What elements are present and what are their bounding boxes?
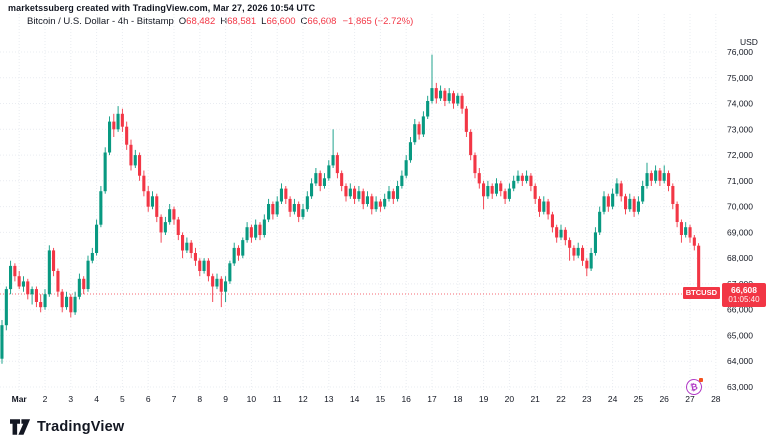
svg-text:25: 25 bbox=[634, 394, 644, 404]
bitcoin-icon: ₿ bbox=[684, 377, 704, 397]
svg-text:6: 6 bbox=[146, 394, 151, 404]
ohlc-close-label: C bbox=[300, 16, 308, 27]
candles bbox=[0, 54, 701, 364]
svg-text:17: 17 bbox=[427, 394, 437, 404]
svg-text:70,000: 70,000 bbox=[727, 202, 753, 212]
svg-text:19: 19 bbox=[479, 394, 489, 404]
svg-text:3: 3 bbox=[68, 394, 73, 404]
svg-text:16: 16 bbox=[401, 394, 411, 404]
svg-text:76,000: 76,000 bbox=[727, 47, 753, 57]
ohlc-high-label: H bbox=[220, 16, 228, 27]
svg-text:66,000: 66,000 bbox=[727, 305, 753, 315]
svg-text:8: 8 bbox=[197, 394, 202, 404]
svg-text:65,000: 65,000 bbox=[727, 331, 753, 341]
svg-text:74,000: 74,000 bbox=[727, 99, 753, 109]
svg-text:7: 7 bbox=[172, 394, 177, 404]
svg-text:73,000: 73,000 bbox=[727, 124, 753, 134]
svg-text:75,000: 75,000 bbox=[727, 73, 753, 83]
svg-text:10: 10 bbox=[247, 394, 257, 404]
ohlc-low-label: L bbox=[261, 16, 267, 27]
svg-text:18: 18 bbox=[453, 394, 463, 404]
last-price-value: 66,608 bbox=[731, 285, 757, 295]
symbol-title: Bitcoin / U.S. Dollar - 4h - Bitstamp bbox=[27, 16, 174, 27]
tradingview-branding[interactable]: TradingView bbox=[10, 418, 124, 436]
svg-text:14: 14 bbox=[350, 394, 360, 404]
price-axis-currency-label: USD bbox=[740, 37, 758, 47]
ohlc-open-label: O bbox=[178, 16, 187, 27]
svg-text:69,000: 69,000 bbox=[727, 227, 753, 237]
change-value: −1,865 (−2.72%) bbox=[342, 16, 414, 27]
current-price-badge: BTCUSD 66,608 01:05:40 bbox=[682, 283, 766, 307]
svg-text:72,000: 72,000 bbox=[727, 150, 753, 160]
attribution-text: marketssuberg created with TradingView.c… bbox=[8, 3, 316, 13]
symbol-tag: BTCUSD bbox=[682, 287, 720, 299]
price-countdown-box: 66,608 01:05:40 bbox=[722, 283, 766, 307]
price-axis[interactable]: 76,000 75,000 74,000 73,000 72,000 71,000 70,0… bbox=[727, 47, 753, 392]
tradingview-wordmark: TradingView bbox=[37, 419, 125, 435]
svg-text:64,000: 64,000 bbox=[727, 356, 753, 366]
time-axis[interactable]: Mar 2 3 4 5 6 7 8 9 10 11 12 13 14 15 16 17 18 19 20 21 22 23 2… bbox=[12, 394, 721, 404]
svg-text:9: 9 bbox=[223, 394, 228, 404]
ohlc-low-value: 66,600 bbox=[266, 16, 296, 27]
symbol-legend[interactable]: Bitcoin / U.S. Dollar - 4h - Bitstamp O68… bbox=[27, 16, 413, 27]
svg-text:15: 15 bbox=[376, 394, 386, 404]
ohlc-open-value: 68,482 bbox=[186, 16, 216, 27]
svg-text:12: 12 bbox=[298, 394, 308, 404]
svg-text:63,000: 63,000 bbox=[727, 382, 753, 392]
ohlc-close-value: 66,608 bbox=[307, 16, 337, 27]
svg-text:20: 20 bbox=[505, 394, 515, 404]
svg-text:28: 28 bbox=[711, 394, 721, 404]
svg-text:27: 27 bbox=[685, 394, 695, 404]
svg-text:68,000: 68,000 bbox=[727, 253, 753, 263]
svg-text:24: 24 bbox=[608, 394, 618, 404]
bitcoin-icon-dot bbox=[699, 378, 703, 382]
svg-text:11: 11 bbox=[273, 394, 282, 404]
bar-countdown: 01:05:40 bbox=[728, 295, 760, 305]
svg-text:2: 2 bbox=[43, 394, 48, 404]
svg-text:4: 4 bbox=[94, 394, 99, 404]
svg-text:22: 22 bbox=[556, 394, 566, 404]
svg-text:21: 21 bbox=[530, 394, 540, 404]
ohlc-high-value: 68,581 bbox=[227, 16, 257, 27]
svg-text:Mar: Mar bbox=[12, 394, 28, 404]
svg-text:13: 13 bbox=[324, 394, 334, 404]
svg-text:26: 26 bbox=[659, 394, 669, 404]
tradingview-logo-icon bbox=[10, 419, 31, 435]
svg-text:5: 5 bbox=[120, 394, 125, 404]
svg-text:23: 23 bbox=[582, 394, 592, 404]
svg-text:71,000: 71,000 bbox=[727, 176, 753, 186]
